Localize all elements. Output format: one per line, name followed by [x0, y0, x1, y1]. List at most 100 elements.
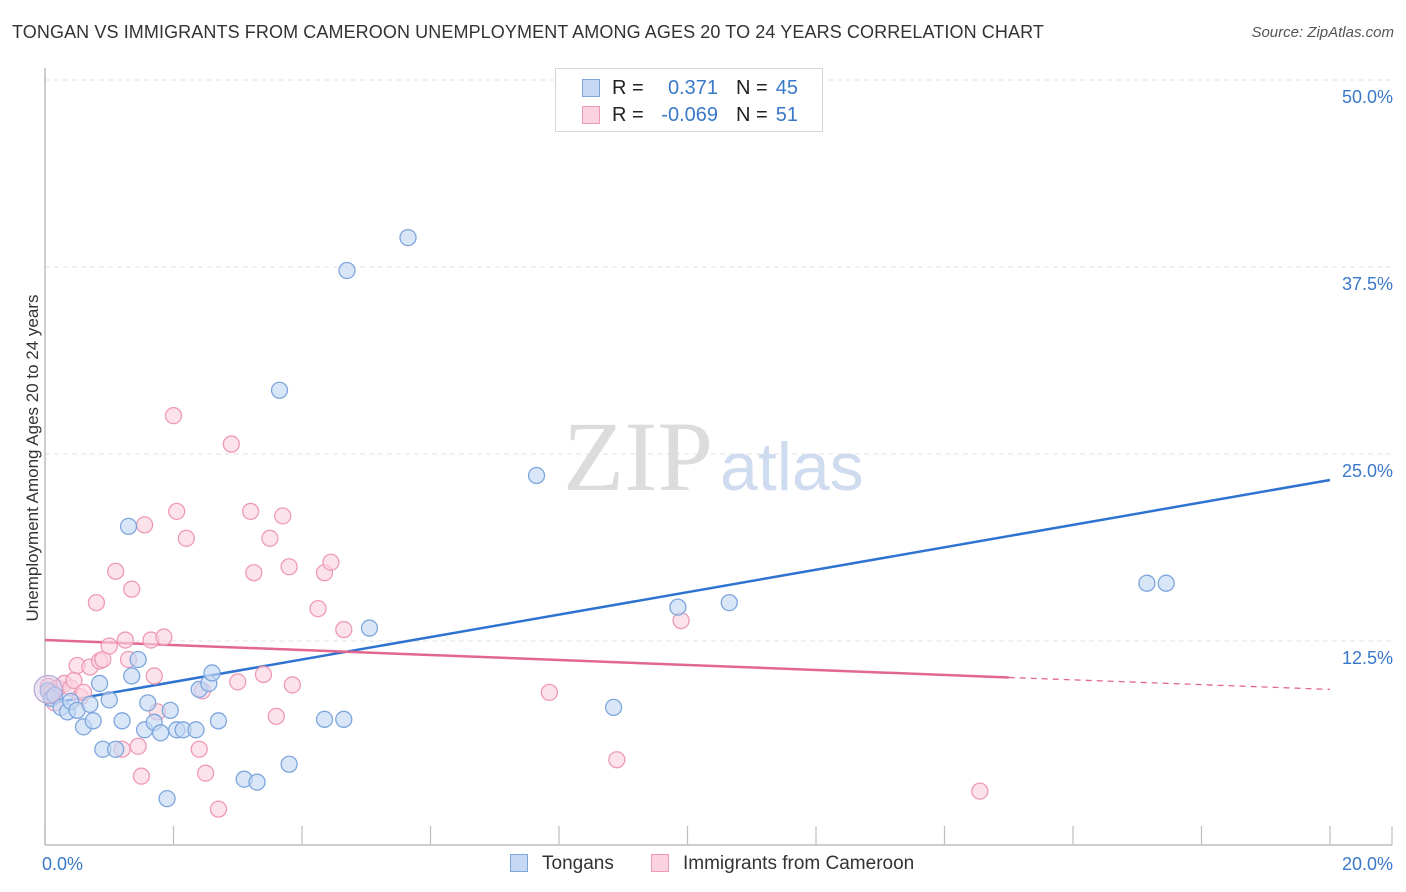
watermark-zip: ZIP — [563, 401, 713, 512]
cameroon-swatch — [582, 106, 600, 124]
tongans-point — [81, 695, 99, 714]
tongans-point — [139, 694, 157, 712]
cameroon-point — [261, 529, 279, 547]
tongans-point — [158, 789, 176, 808]
tongans-point — [84, 712, 102, 730]
tick-labels: 12.5% 25.0% 37.5% 50.0% 0.0% 20.0% — [42, 87, 1393, 874]
tongans-n-value: 45 — [775, 77, 798, 99]
tongans-point — [720, 593, 738, 612]
tongans-point — [90, 674, 109, 693]
tongans-point — [360, 619, 379, 637]
y-tick-label: 50.0% — [1342, 87, 1393, 107]
cameroon-point — [608, 751, 626, 769]
tongans-point — [338, 261, 356, 280]
cameroon-point — [155, 628, 173, 646]
tongans-point — [527, 466, 546, 485]
cameroon-point — [274, 507, 292, 525]
tongans-point — [1138, 574, 1156, 592]
tongans-point — [113, 712, 131, 730]
y-tick-label: 25.0% — [1342, 461, 1393, 481]
tongans-trend-line — [44, 478, 1331, 706]
cameroon-point — [280, 558, 298, 576]
cameroon-legend-label: Immigrants from Cameroon — [683, 853, 915, 874]
tongans-point — [107, 740, 125, 758]
tongans-point — [161, 701, 179, 720]
cameroon-point — [168, 502, 186, 521]
source-label: Source: ZipAtlas.com — [1251, 24, 1394, 41]
cameroon-point — [132, 767, 151, 785]
r-label: R = — [612, 104, 644, 126]
cameroon-point — [241, 502, 260, 521]
cluster-point — [33, 674, 63, 705]
cameroon-point — [222, 435, 240, 453]
tongans-point — [123, 667, 141, 685]
legend-row-tongans: R = 0.371 N = 45 — [556, 75, 822, 101]
y-axis-label: Unemployment Among Ages 20 to 24 years — [23, 295, 42, 622]
tongans-point — [399, 228, 417, 247]
x-tick-label: 0.0% — [42, 854, 83, 874]
y-tick-label: 12.5% — [1342, 648, 1393, 668]
cameroon-point — [135, 516, 154, 534]
cameroon-point — [229, 673, 247, 691]
tongans-point — [119, 517, 138, 536]
correlation-legend: R = 0.371 N = 45 R = -0.069 N = 51 — [555, 68, 823, 132]
tongans-point — [1157, 574, 1175, 592]
tongans-point — [129, 650, 147, 669]
tongans-legend-swatch — [510, 854, 528, 872]
cameroon-point — [87, 593, 106, 612]
cameroon-point — [164, 406, 183, 425]
cameroon-point — [177, 529, 196, 547]
cameroon-point — [322, 553, 340, 571]
cameroon-point — [267, 707, 285, 725]
cameroon-point — [129, 737, 147, 755]
chart-title: TONGAN VS IMMIGRANTS FROM CAMEROON UNEMP… — [12, 22, 1044, 42]
r-label: R = — [612, 77, 644, 99]
tongans-point — [187, 721, 205, 739]
tongans-legend-label: Tongans — [542, 853, 614, 874]
tongans-point — [315, 710, 334, 728]
tongans-point — [270, 381, 289, 399]
cameroon-point — [335, 620, 353, 639]
tongans-point — [203, 664, 221, 682]
watermark-atlas: atlas — [720, 429, 864, 505]
cameroon-point — [309, 599, 327, 618]
cameroon-point — [245, 564, 263, 582]
tongans-point — [248, 773, 266, 791]
cameroon-point — [196, 764, 215, 782]
y-tick-label: 37.5% — [1342, 274, 1393, 294]
n-label: N = — [736, 77, 768, 99]
cameroon-point — [190, 740, 208, 758]
cameroon-point — [283, 676, 302, 694]
cameroon-point — [971, 782, 989, 800]
tongans-point — [335, 710, 353, 728]
tongans-point — [209, 712, 228, 730]
tongans-r-value: 0.371 — [667, 77, 718, 99]
cameroon-point — [145, 667, 163, 685]
tongans-point — [100, 691, 118, 709]
trend-lines — [44, 478, 1331, 706]
cameroon-point — [107, 562, 125, 580]
cameroon-trend-extension — [1008, 676, 1331, 691]
data-points — [33, 228, 1175, 818]
cameroon-r-value: -0.069 — [661, 104, 718, 126]
n-label: N = — [736, 104, 768, 126]
cameroon-point — [254, 665, 273, 684]
cameroon-n-value: 51 — [775, 104, 798, 126]
cameroon-point — [209, 800, 228, 818]
cameroon-point — [123, 580, 141, 598]
axes — [44, 68, 1393, 846]
tongans-swatch — [582, 79, 600, 97]
tongans-point — [151, 724, 170, 742]
grid-lines — [45, 79, 1392, 642]
tongans-point — [604, 698, 623, 717]
tongans-point — [280, 755, 298, 773]
cameroon-point — [116, 631, 134, 649]
cameroon-legend-swatch — [651, 854, 669, 872]
tongans-point — [669, 598, 687, 616]
x-tick-label: 20.0% — [1342, 854, 1393, 874]
legend-row-cameroon: R = -0.069 N = 51 — [556, 102, 822, 128]
cameroon-trend-line — [44, 638, 1009, 679]
cameroon-point — [100, 637, 118, 655]
cameroon-point — [540, 683, 559, 702]
